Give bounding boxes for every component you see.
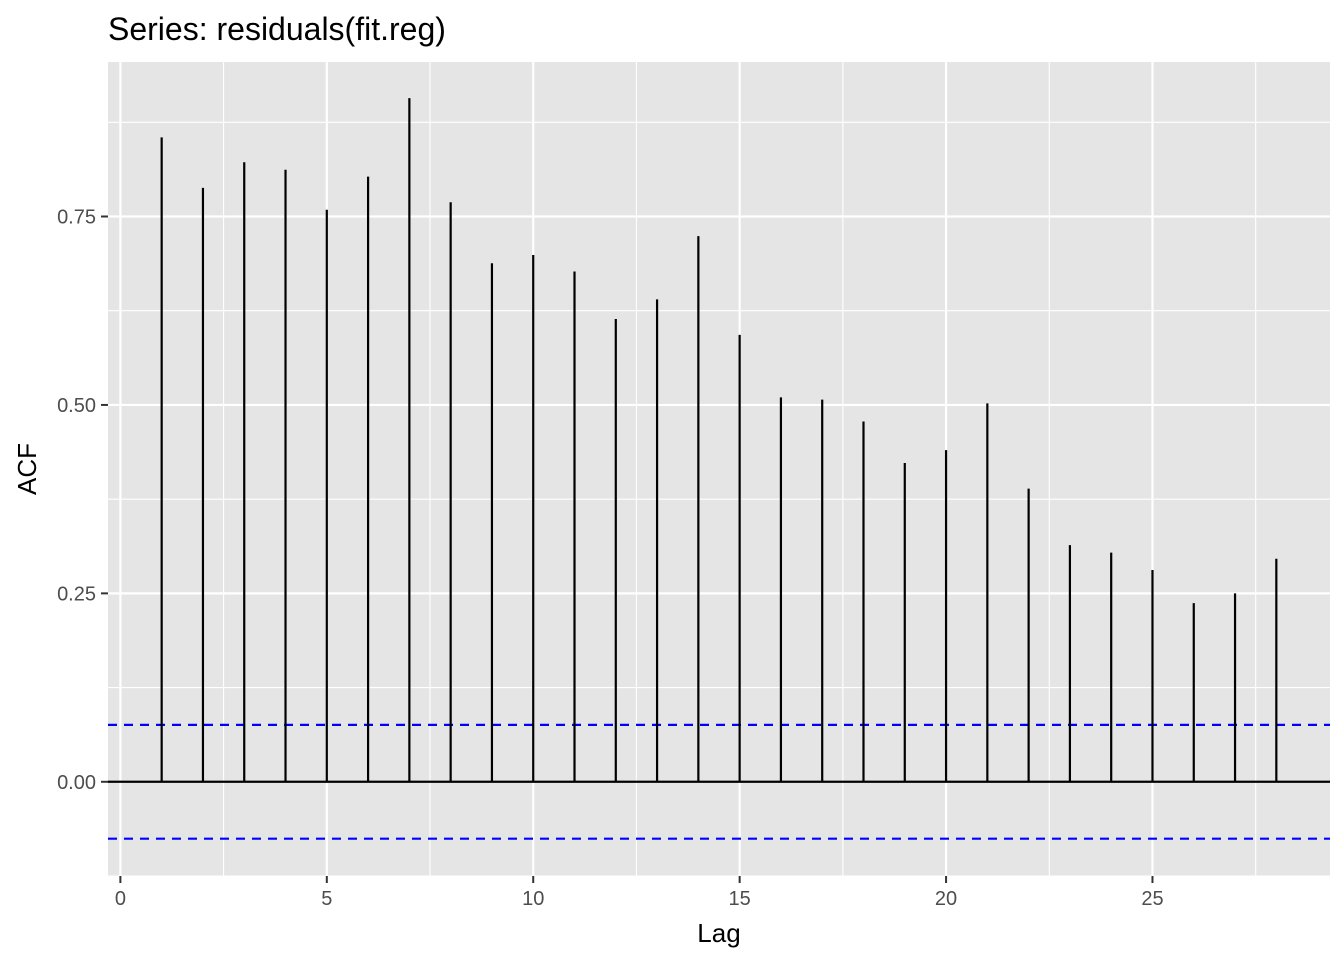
x-tick-label: 25: [1141, 888, 1163, 910]
x-tick-label: 10: [522, 888, 544, 910]
y-axis: 0.00 0.25 0.50 0.75: [57, 207, 108, 794]
confidence-bounds: [108, 723, 1330, 840]
y-axis-label: ACF: [12, 443, 42, 495]
y-tick-label: 0.75: [57, 207, 96, 229]
x-axis: 0 5 10 15 20 25: [115, 876, 1164, 910]
x-axis-label: Lag: [697, 918, 740, 948]
x-tick-label: 20: [935, 888, 957, 910]
y-tick-label: 0.25: [57, 583, 96, 605]
acf-segments: [160, 98, 1278, 782]
plot-panel: [108, 62, 1330, 876]
chart-title: Series: residuals(fit.reg): [108, 11, 446, 47]
y-tick-label: 0.50: [57, 395, 96, 417]
x-tick-label: 15: [729, 888, 751, 910]
minor-gridlines: [108, 62, 1330, 877]
x-tick-label: 5: [321, 888, 332, 910]
x-tick-label: 0: [115, 888, 126, 910]
y-tick-label: 0.00: [57, 772, 96, 794]
